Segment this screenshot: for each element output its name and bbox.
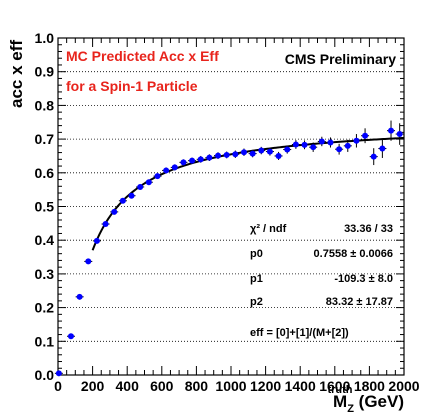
stat-p0-label: p0: [250, 248, 263, 260]
data-point: [145, 179, 152, 186]
data-point: [379, 145, 386, 152]
data-point: [310, 144, 317, 151]
y-tick-label: 0.7: [35, 131, 55, 147]
x-axis-title-main: M: [333, 392, 347, 411]
data-point: [197, 156, 204, 163]
data-point: [362, 132, 369, 139]
data-point: [292, 141, 299, 148]
data-point: [137, 183, 144, 190]
y-axis-title: acc x eff: [7, 40, 26, 108]
y-tick-label: 0.0: [35, 367, 55, 383]
data-point: [336, 146, 343, 153]
data-point: [171, 164, 178, 171]
data-point: [275, 152, 282, 159]
x-axis-title-superscript: truth: [327, 384, 352, 396]
stat-chi2-label: χ² / ndf: [250, 223, 287, 235]
x-tick-label: 1400: [285, 378, 316, 394]
grid-lines: [58, 37, 404, 342]
data-point: [180, 159, 187, 166]
x-tick-label: 1800: [354, 378, 385, 394]
y-tick-label: 1.0: [35, 30, 55, 46]
data-point: [154, 173, 161, 180]
data-point: [111, 208, 118, 215]
data-point: [266, 148, 273, 155]
data-points: [54, 120, 404, 377]
data-point: [102, 221, 109, 228]
annotation-mc-predicted: MC Predicted Acc x Eff: [66, 48, 219, 64]
annotation-spin1: for a Spin-1 Particle: [66, 78, 198, 94]
data-point: [318, 138, 325, 145]
data-point: [215, 152, 222, 159]
fit-stats-box: χ² / ndf 33.36 / 33 p0 0.7558 ± 0.0066 p…: [250, 223, 393, 339]
data-point: [284, 146, 291, 153]
y-tick-label: 0.3: [35, 266, 55, 282]
data-point: [93, 237, 100, 244]
stat-formula: eff = [0]+[1]/(M+[2]): [250, 327, 349, 339]
x-tick-label: 0: [54, 378, 62, 394]
y-tick-label: 0.5: [35, 199, 55, 215]
data-point: [223, 151, 230, 158]
fit-curve: [91, 136, 405, 251]
data-point: [206, 154, 213, 161]
data-point: [85, 258, 92, 265]
data-point: [232, 151, 239, 158]
stat-chi2-value: 33.36 / 33: [344, 223, 393, 235]
x-tick-label: 1600: [319, 378, 350, 394]
x-axis-title: MZ (GeV): [333, 392, 404, 415]
x-tick-label: 600: [150, 378, 174, 394]
data-point: [388, 127, 395, 134]
data-point: [76, 293, 83, 300]
data-point: [240, 149, 247, 156]
y-tick-label: 0.8: [35, 97, 55, 113]
data-point: [163, 167, 170, 174]
stat-p2-value: 83.32 ± 17.87: [326, 296, 393, 308]
x-axis-title-unit: (GeV): [359, 392, 404, 411]
x-tick-label: 1200: [250, 378, 281, 394]
x-axis-title-sub: Z: [347, 403, 354, 415]
data-point: [55, 370, 62, 377]
data-point: [249, 150, 256, 157]
data-point: [370, 153, 377, 160]
x-tick-label: 200: [81, 378, 105, 394]
x-tick-label: 1000: [215, 378, 246, 394]
data-point: [258, 147, 265, 154]
data-point: [189, 157, 196, 164]
y-tick-label: 0.2: [35, 300, 55, 316]
x-tick-label: 400: [116, 378, 140, 394]
data-point: [344, 142, 351, 149]
data-point: [119, 197, 126, 204]
data-point: [128, 192, 135, 199]
x-tick-label: 800: [185, 378, 209, 394]
stat-p0-value: 0.7558 ± 0.0066: [314, 248, 393, 260]
y-tick-label: 0.6: [35, 165, 55, 181]
x-tick-label: 2000: [388, 378, 419, 394]
data-point: [396, 131, 403, 138]
data-point: [327, 139, 334, 146]
data-point: [353, 137, 360, 144]
annotation-cms-preliminary: CMS Preliminary: [285, 51, 396, 67]
fit-curve-group: [91, 136, 405, 251]
axes: 0.0 0.1 0.2 0.3 0.4 0.5 0.6 0.7 0.8 0.9 1.0 0 200 400…: [35, 30, 420, 394]
data-point: [301, 141, 308, 148]
y-tick-label: 0.4: [35, 232, 55, 248]
y-tick-label: 0.9: [35, 64, 55, 80]
data-point: [67, 333, 74, 340]
stat-p1-value: -109.3 ± 8.0: [334, 273, 393, 285]
y-tick-label: 0.1: [35, 333, 55, 349]
stat-p2-label: p2: [250, 296, 263, 308]
stat-p1-label: p1: [250, 273, 263, 285]
